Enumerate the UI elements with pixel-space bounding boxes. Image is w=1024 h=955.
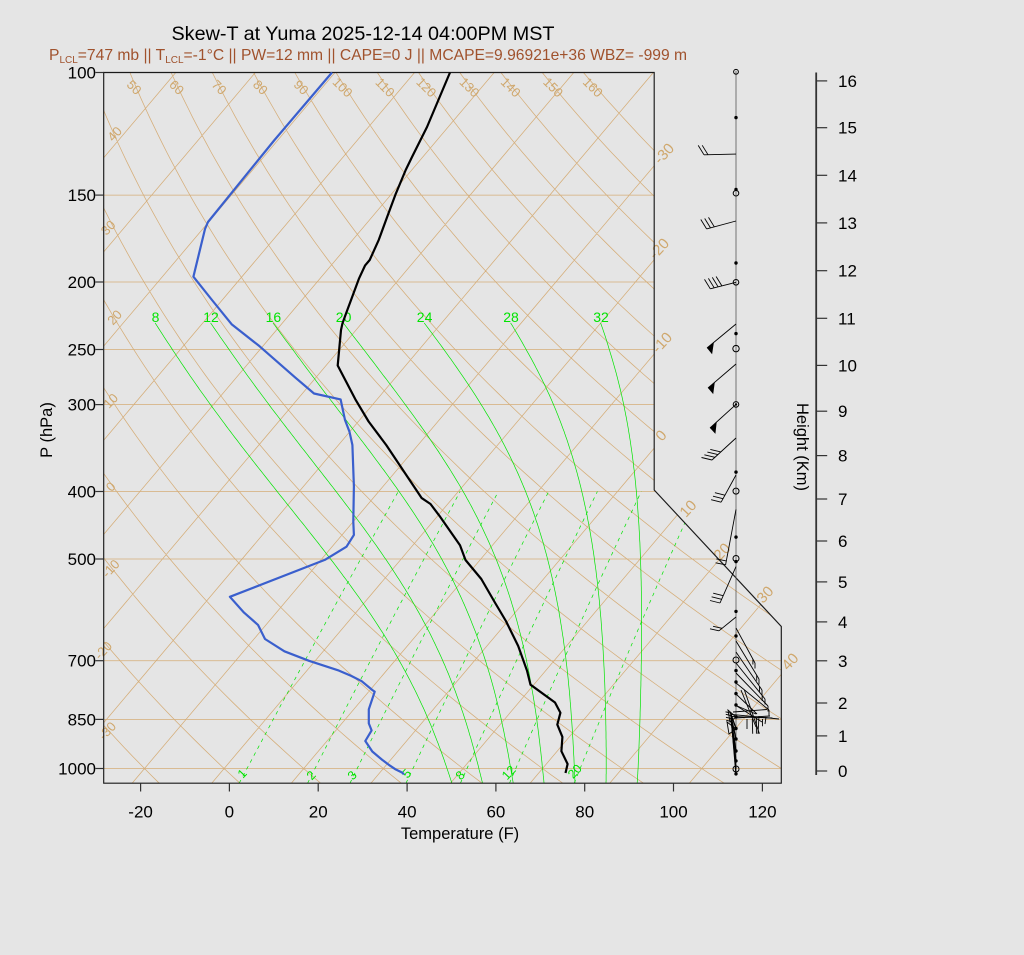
svg-text:200: 200 [68,273,96,292]
svg-text:80: 80 [575,803,594,822]
svg-text:0: 0 [225,803,234,822]
svg-text:400: 400 [68,483,96,502]
svg-text:6: 6 [838,532,847,551]
svg-text:500: 500 [68,550,96,569]
svg-text:250: 250 [68,341,96,360]
svg-text:2: 2 [838,694,847,713]
svg-text:PLCL=747 mb || TLCL=-1°C || PW: PLCL=747 mb || TLCL=-1°C || PW=12 mm || … [49,47,687,66]
svg-text:40: 40 [398,803,417,822]
svg-text:1: 1 [838,727,847,746]
svg-text:Skew-T at Yuma 2025-12-14 04:0: Skew-T at Yuma 2025-12-14 04:00PM MST [171,23,554,45]
svg-text:100: 100 [659,803,687,822]
svg-text:700: 700 [68,652,96,671]
svg-text:-20: -20 [128,803,153,822]
svg-text:12: 12 [203,309,219,325]
svg-text:5: 5 [838,573,847,592]
svg-text:16: 16 [266,309,282,325]
svg-text:150: 150 [68,186,96,205]
svg-text:300: 300 [68,396,96,415]
svg-text:20: 20 [309,803,328,822]
svg-text:24: 24 [417,309,433,325]
svg-text:9: 9 [838,402,847,421]
svg-text:32: 32 [593,309,609,325]
svg-text:P (hPa): P (hPa) [38,402,56,458]
svg-text:13: 13 [838,214,857,233]
svg-text:8: 8 [838,447,847,466]
svg-text:16: 16 [838,72,857,91]
svg-text:3: 3 [838,652,847,671]
svg-text:850: 850 [68,710,96,729]
svg-text:Temperature (F): Temperature (F) [401,825,519,843]
svg-text:4: 4 [838,613,847,632]
svg-text:28: 28 [503,309,519,325]
svg-text:0: 0 [838,762,847,781]
svg-text:120: 120 [748,803,776,822]
svg-text:8: 8 [152,309,160,325]
svg-text:10: 10 [838,356,857,375]
svg-text:11: 11 [838,309,856,328]
svg-text:1000: 1000 [58,760,96,779]
svg-text:100: 100 [68,64,96,83]
svg-text:15: 15 [838,119,857,138]
svg-text:7: 7 [838,490,847,509]
svg-text:14: 14 [838,166,857,185]
svg-text:12: 12 [838,262,857,281]
svg-text:Height (Km): Height (Km) [793,403,811,491]
svg-text:60: 60 [486,803,505,822]
